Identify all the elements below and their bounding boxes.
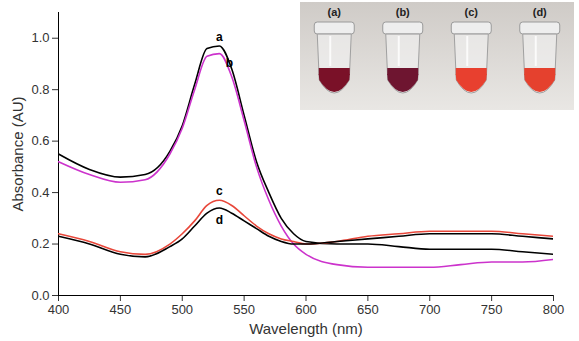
svg-text:(c): (c): [465, 6, 479, 18]
svg-text:(a): (a): [328, 6, 342, 18]
svg-text:600: 600: [295, 302, 317, 317]
svg-text:700: 700: [419, 302, 441, 317]
svg-text:450: 450: [110, 302, 132, 317]
svg-text:500: 500: [171, 302, 193, 317]
svg-text:0.2: 0.2: [31, 236, 49, 251]
svg-text:(b): (b): [396, 6, 410, 18]
svg-text:b: b: [226, 56, 233, 70]
svg-text:Wavelength (nm): Wavelength (nm): [249, 320, 363, 337]
svg-text:0.6: 0.6: [31, 133, 49, 148]
svg-text:0.4: 0.4: [31, 185, 49, 200]
svg-text:0.0: 0.0: [31, 288, 49, 303]
svg-text:d: d: [216, 213, 223, 227]
svg-text:c: c: [216, 184, 223, 198]
svg-text:550: 550: [233, 302, 255, 317]
svg-text:400: 400: [48, 302, 70, 317]
svg-text:Absorbance (AU): Absorbance (AU): [9, 96, 26, 211]
svg-text:650: 650: [357, 302, 379, 317]
svg-text:(d): (d): [533, 6, 547, 18]
svg-text:0.8: 0.8: [31, 82, 49, 97]
svg-text:a: a: [216, 30, 223, 44]
svg-text:1.0: 1.0: [31, 30, 49, 45]
svg-text:800: 800: [543, 302, 565, 317]
svg-text:750: 750: [481, 302, 503, 317]
